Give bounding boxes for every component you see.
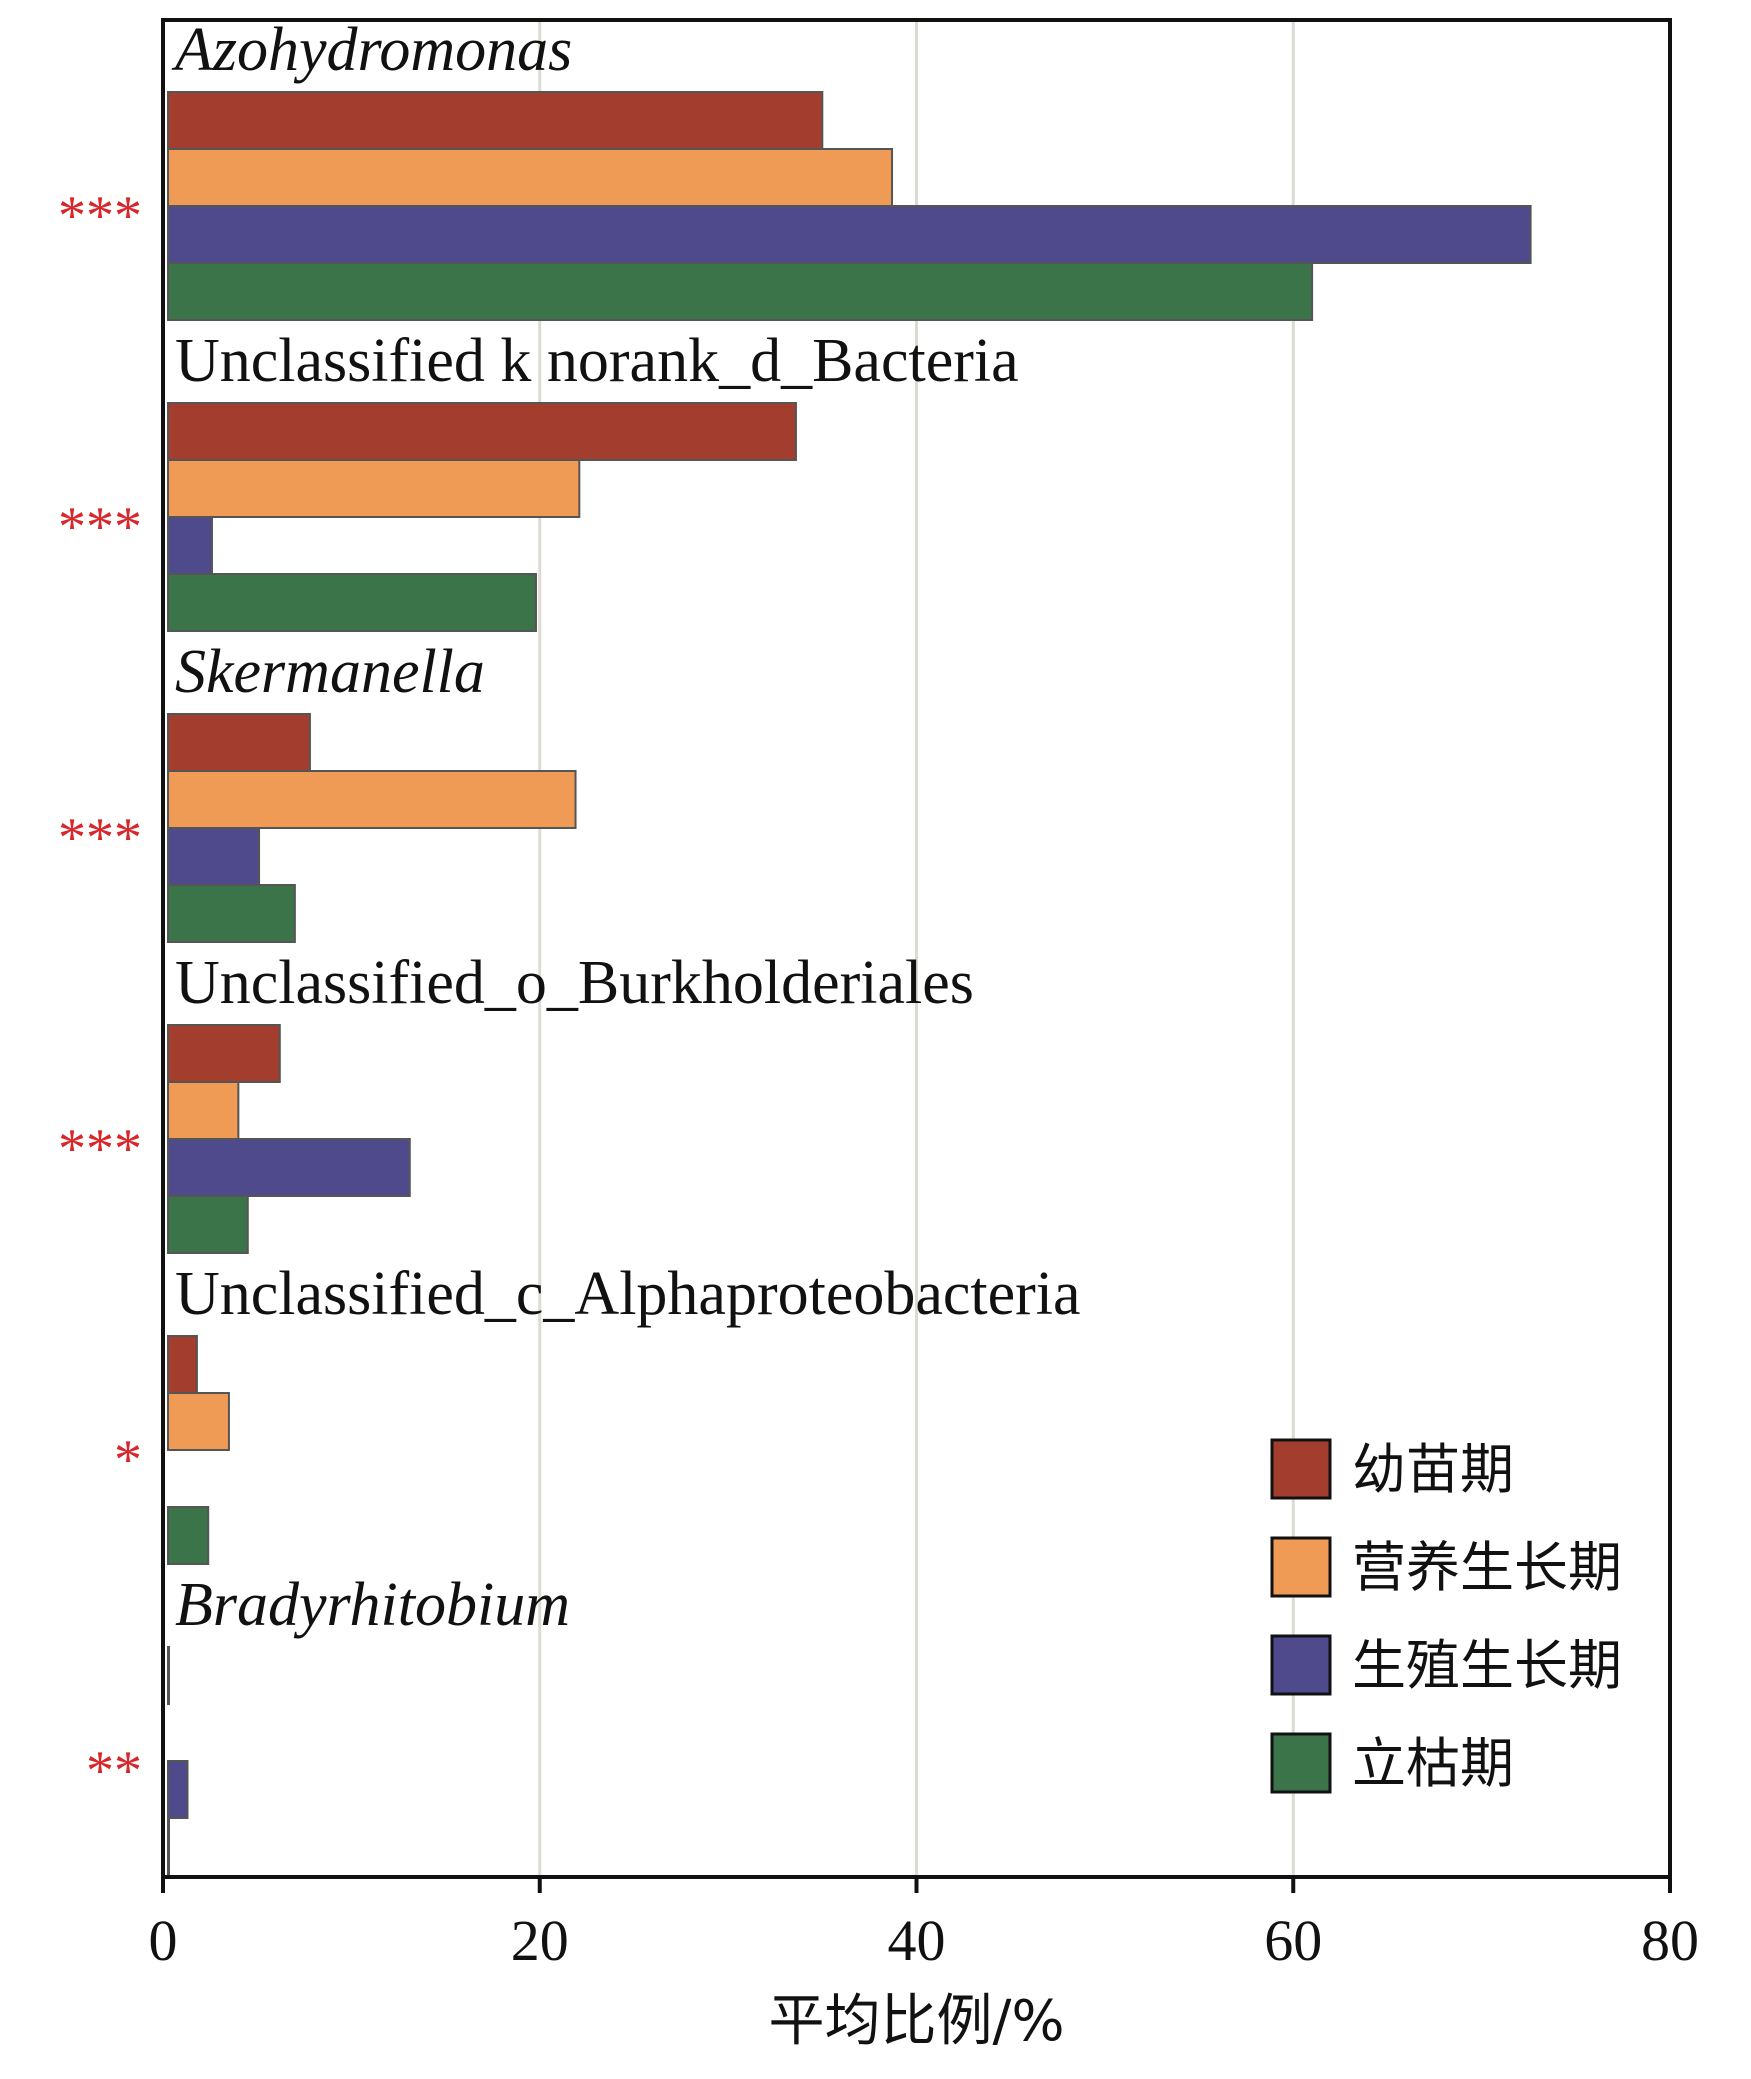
bar bbox=[167, 1817, 170, 1876]
bar bbox=[167, 91, 824, 150]
significance-marker: *** bbox=[58, 807, 142, 869]
significance-marker: *** bbox=[58, 496, 142, 558]
legend-swatch bbox=[1270, 1634, 1332, 1696]
x-tick-label: 20 bbox=[511, 1908, 569, 1973]
category-label: Unclassified_c_Alphaproteobacteria bbox=[175, 1260, 1081, 1328]
legend-label: 营养生长期 bbox=[1352, 1536, 1622, 1599]
x-tick-label: 40 bbox=[888, 1908, 946, 1973]
bar bbox=[167, 459, 581, 518]
bar bbox=[167, 827, 261, 886]
bar bbox=[167, 1335, 198, 1394]
category-label: Skermanella bbox=[175, 638, 485, 706]
bar bbox=[167, 516, 213, 575]
category-label: Bradyrhitobium bbox=[175, 1571, 570, 1639]
bar bbox=[167, 1760, 189, 1819]
legend-label: 生殖生长期 bbox=[1352, 1634, 1622, 1697]
significance-markers: *************** bbox=[58, 185, 142, 1802]
bar bbox=[167, 1506, 210, 1565]
bar bbox=[167, 205, 1532, 264]
bar bbox=[167, 402, 797, 461]
bar bbox=[167, 1024, 281, 1083]
bar bbox=[167, 1195, 249, 1254]
x-tick-label: 60 bbox=[1264, 1908, 1322, 1973]
bar bbox=[167, 573, 537, 632]
legend-swatch bbox=[1270, 1438, 1332, 1500]
bar bbox=[167, 770, 577, 829]
significance-marker: ** bbox=[86, 1740, 142, 1802]
category-label: Unclassified_o_Burkholderiales bbox=[175, 949, 974, 1017]
bar bbox=[167, 262, 1314, 321]
legend-swatch bbox=[1270, 1536, 1332, 1598]
legend-label: 立枯期 bbox=[1352, 1732, 1514, 1795]
x-tick-label: 0 bbox=[149, 1908, 178, 1973]
category-label: Unclassified k norank_d_Bacteria bbox=[175, 327, 1019, 395]
x-tick-label: 80 bbox=[1641, 1908, 1699, 1973]
bar bbox=[167, 1138, 411, 1197]
x-axis-ticks: 0 20 40 60 80 bbox=[149, 1877, 1699, 1973]
significance-marker: *** bbox=[58, 185, 142, 247]
bar bbox=[167, 713, 311, 772]
x-axis-title: 平均比例/% bbox=[768, 1989, 1064, 2054]
bar bbox=[167, 148, 894, 207]
bar bbox=[167, 1646, 170, 1705]
legend-swatch bbox=[1270, 1732, 1332, 1794]
bars bbox=[167, 91, 1532, 1876]
legend-label: 幼苗期 bbox=[1352, 1438, 1514, 1501]
bar bbox=[167, 1392, 230, 1451]
category-label: Azohydromonas bbox=[171, 16, 572, 84]
bar bbox=[167, 884, 296, 943]
significance-marker: *** bbox=[58, 1118, 142, 1180]
category-labels: Azohydromonas Unclassified k norank_d_Bac… bbox=[171, 16, 1081, 1639]
bar bbox=[167, 1081, 240, 1140]
significance-marker: * bbox=[114, 1429, 142, 1491]
